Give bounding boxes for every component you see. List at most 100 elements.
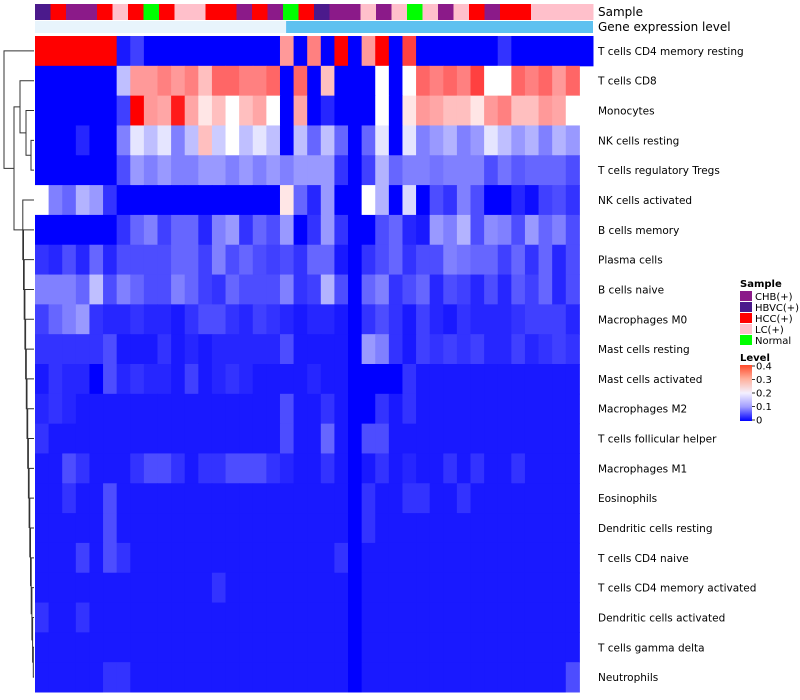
- sample-annotation-cell: [236, 4, 253, 20]
- legend-tick-label: 0.2: [756, 389, 772, 400]
- heatmap-cell: [402, 36, 417, 67]
- heatmap-cell: [443, 155, 458, 186]
- heatmap-cell: [198, 36, 213, 67]
- heatmap-cell: [239, 185, 254, 216]
- heatmap-cell: [239, 274, 254, 305]
- heatmap-cell: [239, 513, 254, 544]
- heatmap-cell: [320, 36, 335, 67]
- heatmap-cell: [48, 393, 63, 425]
- heatmap-cell: [35, 513, 50, 544]
- heatmap-cell: [484, 125, 499, 156]
- heatmap-cell: [524, 274, 540, 305]
- heatmap-cell: [361, 185, 376, 216]
- heatmap-cell: [266, 125, 281, 156]
- heatmap-cell: [429, 483, 444, 514]
- heatmap-cell: [307, 185, 322, 216]
- row-label: Eosinophils: [598, 493, 657, 505]
- heatmap-cell: [497, 95, 512, 126]
- legend-label: HBVC(+): [755, 303, 799, 314]
- heatmap-cell: [130, 304, 145, 335]
- heatmap-cell: [307, 513, 322, 544]
- heatmap-cell: [225, 602, 240, 633]
- sample-annotation-cell: [438, 4, 454, 20]
- heatmap-cell: [524, 572, 540, 604]
- heatmap-cell: [48, 95, 63, 126]
- heatmap-cell: [348, 662, 363, 693]
- heatmap-cell: [116, 65, 131, 97]
- legend-label: HCC(+): [755, 314, 793, 325]
- heatmap-cell: [375, 214, 390, 246]
- heatmap-cell: [143, 244, 158, 276]
- heatmap-cell: [103, 155, 118, 186]
- heatmap-cell: [198, 125, 213, 156]
- heatmap-cell: [443, 95, 458, 126]
- heatmap-cell: [198, 364, 213, 395]
- heatmap-cell: [225, 423, 240, 454]
- heatmap-cell: [143, 513, 158, 544]
- heatmap-cell: [279, 483, 295, 514]
- heatmap-cell: [348, 334, 363, 365]
- heatmap-cell: [361, 483, 376, 514]
- heatmap-cell: [75, 95, 90, 126]
- sample-annotation-cell: [391, 4, 408, 20]
- heatmap-cell: [402, 542, 417, 574]
- heatmap-cell: [497, 125, 512, 156]
- heatmap-cell: [75, 632, 90, 663]
- row-label: T cells CD4 memory resting: [597, 46, 744, 58]
- heatmap-cell: [35, 185, 50, 216]
- heatmap-cell: [348, 423, 363, 454]
- heatmap-cell: [143, 364, 158, 395]
- heatmap-cell: [470, 95, 485, 126]
- heatmap-cell: [211, 185, 227, 216]
- legend-label: Normal: [755, 336, 791, 347]
- heatmap-cell: [184, 125, 199, 156]
- heatmap-cell: [361, 214, 376, 246]
- heatmap-cell: [511, 304, 526, 335]
- heatmap-cell: [143, 185, 158, 216]
- heatmap-cell: [552, 214, 567, 246]
- dendrogram-root: [3, 50, 34, 169]
- legend-swatch: [740, 313, 752, 323]
- heatmap-cell: [279, 95, 295, 126]
- heatmap-cell: [239, 95, 254, 126]
- row-labels: T cells CD4 memory resting T cells CD8 Mon…: [597, 46, 756, 684]
- heatmap-cell: [266, 334, 281, 365]
- heatmap-cell: [402, 65, 417, 97]
- heatmap-cell: [48, 483, 63, 514]
- heatmap-cell: [62, 244, 77, 276]
- heatmap-cell: [416, 185, 431, 216]
- heatmap-cell: [538, 453, 553, 484]
- heatmap-cell: [116, 423, 131, 454]
- heatmap-cell: [239, 662, 254, 693]
- heatmap-cell: [279, 662, 295, 693]
- heatmap-cell: [443, 513, 458, 544]
- heatmap-cell: [375, 364, 390, 395]
- heatmap-cell: [334, 304, 349, 335]
- heatmap-cell: [103, 334, 118, 365]
- heatmap-cell: [334, 274, 349, 305]
- heatmap-cell: [198, 95, 213, 126]
- heatmap-cell: [456, 95, 472, 126]
- heatmap-cell: [524, 334, 540, 365]
- heatmap-cell: [388, 334, 403, 365]
- heatmap-cell: [75, 304, 90, 335]
- heatmap-cell: [252, 364, 267, 395]
- legend-tick-label: 0: [756, 416, 762, 427]
- heatmap-cell: [320, 214, 335, 246]
- heatmap-cell: [171, 65, 186, 97]
- heatmap-cell: [538, 155, 553, 186]
- heatmap-cell: [184, 513, 199, 544]
- heatmap-cell: [293, 65, 308, 97]
- heatmap-cell: [225, 393, 240, 425]
- heatmap-cell: [62, 125, 77, 156]
- heatmap-cell: [538, 542, 553, 574]
- heatmap-cell: [89, 214, 104, 246]
- heatmap-cell: [198, 542, 213, 574]
- heatmap-cell: [470, 393, 485, 425]
- heatmap-cell: [225, 155, 240, 186]
- heatmap-cell: [35, 95, 50, 126]
- heatmap-cell: [48, 334, 63, 365]
- heatmap-cell: [538, 185, 553, 216]
- heatmap-cell: [456, 36, 472, 67]
- heatmap-cell: [361, 453, 376, 484]
